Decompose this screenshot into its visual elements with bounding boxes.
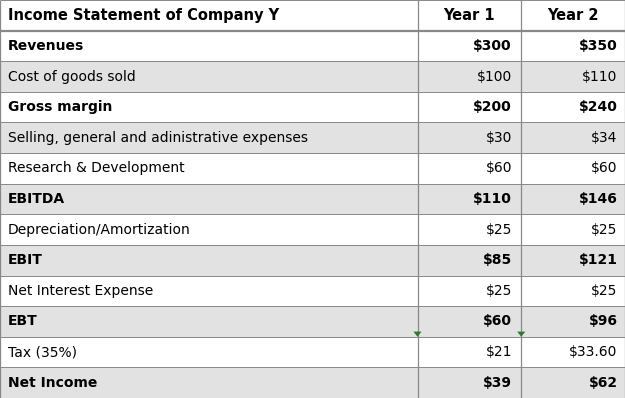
Text: $96: $96 — [589, 314, 618, 328]
Text: Selling, general and adinistrative expenses: Selling, general and adinistrative expen… — [8, 131, 308, 145]
Bar — [0, 184, 625, 214]
Text: $200: $200 — [473, 100, 512, 114]
Text: Income Statement of Company Y: Income Statement of Company Y — [8, 8, 279, 23]
Text: $62: $62 — [588, 376, 618, 390]
Bar — [0, 245, 625, 275]
Bar — [0, 337, 625, 367]
Text: $146: $146 — [579, 192, 618, 206]
Text: $60: $60 — [486, 161, 512, 176]
Bar — [0, 367, 625, 398]
Bar — [0, 306, 625, 337]
Text: $110: $110 — [473, 192, 512, 206]
Bar — [0, 123, 625, 153]
Text: $240: $240 — [579, 100, 618, 114]
Text: Cost of goods sold: Cost of goods sold — [8, 70, 135, 84]
Text: Year 1: Year 1 — [444, 8, 495, 23]
Text: Net Interest Expense: Net Interest Expense — [8, 284, 152, 298]
Text: $34: $34 — [591, 131, 618, 145]
Text: Depreciation/Amortization: Depreciation/Amortization — [8, 222, 190, 237]
Bar — [0, 31, 625, 61]
Text: Year 2: Year 2 — [548, 8, 599, 23]
Text: Tax (35%): Tax (35%) — [8, 345, 76, 359]
Text: Gross margin: Gross margin — [8, 100, 112, 114]
Text: $121: $121 — [579, 253, 618, 267]
Text: EBIT: EBIT — [8, 253, 43, 267]
Text: $21: $21 — [486, 345, 512, 359]
Bar — [0, 61, 625, 92]
Polygon shape — [414, 332, 421, 337]
Bar — [0, 0, 625, 31]
Text: $60: $60 — [591, 161, 618, 176]
Text: $30: $30 — [486, 131, 512, 145]
Bar — [0, 214, 625, 245]
Text: $100: $100 — [477, 70, 512, 84]
Text: Net Income: Net Income — [8, 376, 97, 390]
Text: $25: $25 — [591, 222, 618, 237]
Polygon shape — [518, 332, 525, 337]
Text: Research & Development: Research & Development — [8, 161, 184, 176]
Text: $25: $25 — [591, 284, 618, 298]
Text: $300: $300 — [473, 39, 512, 53]
Text: $33.60: $33.60 — [569, 345, 618, 359]
Text: $350: $350 — [579, 39, 618, 53]
Bar — [0, 153, 625, 184]
Text: Revenues: Revenues — [8, 39, 84, 53]
Bar — [0, 275, 625, 306]
Text: $39: $39 — [483, 376, 512, 390]
Text: $25: $25 — [486, 284, 512, 298]
Text: $110: $110 — [582, 70, 618, 84]
Bar — [0, 92, 625, 123]
Text: $85: $85 — [482, 253, 512, 267]
Text: $60: $60 — [483, 314, 512, 328]
Text: EBITDA: EBITDA — [8, 192, 64, 206]
Text: EBT: EBT — [8, 314, 38, 328]
Text: $25: $25 — [486, 222, 512, 237]
